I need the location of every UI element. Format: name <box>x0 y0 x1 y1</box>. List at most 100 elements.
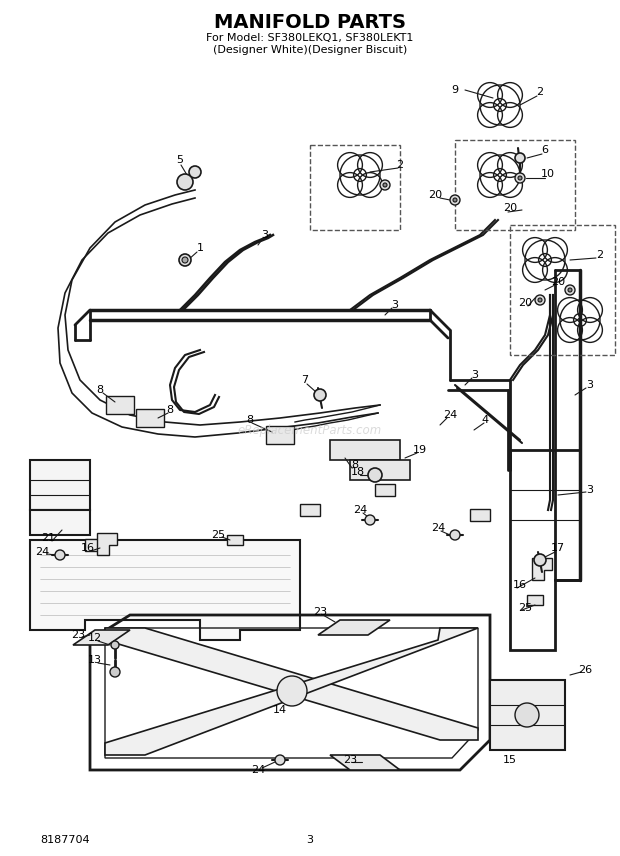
Circle shape <box>518 176 522 180</box>
Text: 15: 15 <box>503 755 517 765</box>
Text: 3: 3 <box>391 300 399 310</box>
Text: 25: 25 <box>518 603 532 613</box>
Text: 2: 2 <box>596 250 603 260</box>
Text: 3: 3 <box>306 835 314 845</box>
Text: MANIFOLD PARTS: MANIFOLD PARTS <box>214 13 406 32</box>
Circle shape <box>277 676 307 706</box>
Circle shape <box>177 174 193 190</box>
Circle shape <box>314 389 326 401</box>
Polygon shape <box>97 533 117 555</box>
Text: 18: 18 <box>351 467 365 477</box>
Text: 24: 24 <box>251 765 265 775</box>
Circle shape <box>568 288 572 292</box>
Circle shape <box>515 153 525 163</box>
Polygon shape <box>318 620 390 635</box>
Circle shape <box>515 173 525 183</box>
Polygon shape <box>30 510 90 535</box>
Text: 7: 7 <box>301 375 309 385</box>
Text: 19: 19 <box>413 445 427 455</box>
Text: 26: 26 <box>578 665 592 675</box>
Text: 20: 20 <box>503 203 517 213</box>
Polygon shape <box>30 540 300 640</box>
Circle shape <box>450 530 460 540</box>
Polygon shape <box>105 628 478 755</box>
Text: 8: 8 <box>97 385 104 395</box>
Text: 3: 3 <box>587 380 593 390</box>
Polygon shape <box>85 539 105 551</box>
Polygon shape <box>532 558 552 580</box>
Text: 16: 16 <box>513 580 527 590</box>
Bar <box>310 145 400 230</box>
Circle shape <box>365 515 375 525</box>
Circle shape <box>538 298 542 302</box>
Circle shape <box>565 285 575 295</box>
Circle shape <box>110 667 120 677</box>
Text: 20: 20 <box>428 190 442 200</box>
Polygon shape <box>330 755 400 770</box>
Text: 9: 9 <box>451 85 459 95</box>
Text: 21: 21 <box>41 533 55 543</box>
Text: 8: 8 <box>246 415 254 425</box>
Circle shape <box>515 703 539 727</box>
Circle shape <box>535 295 545 305</box>
Text: 4: 4 <box>482 415 489 425</box>
Polygon shape <box>330 440 400 460</box>
Text: 8: 8 <box>352 460 358 470</box>
Polygon shape <box>266 426 294 444</box>
Circle shape <box>453 198 457 202</box>
Circle shape <box>55 550 65 560</box>
Polygon shape <box>375 484 395 496</box>
Text: 3: 3 <box>471 370 479 380</box>
Text: 6: 6 <box>541 145 549 155</box>
Text: eReplacementParts.com: eReplacementParts.com <box>238 424 382 437</box>
Polygon shape <box>300 504 320 516</box>
Text: For Model: SF380LEKQ1, SF380LEKT1: For Model: SF380LEKQ1, SF380LEKT1 <box>206 33 414 43</box>
Circle shape <box>275 755 285 765</box>
Text: 23: 23 <box>71 630 85 640</box>
Text: 24: 24 <box>35 547 49 557</box>
Text: 14: 14 <box>273 705 287 715</box>
Text: 10: 10 <box>541 169 555 179</box>
Circle shape <box>450 195 460 205</box>
Text: 20: 20 <box>518 298 532 308</box>
Circle shape <box>111 641 119 649</box>
Text: 25: 25 <box>211 530 225 540</box>
Circle shape <box>368 468 382 482</box>
Text: 20: 20 <box>551 277 565 287</box>
Text: 2: 2 <box>536 87 544 97</box>
Text: 13: 13 <box>88 655 102 665</box>
Text: 8187704: 8187704 <box>40 835 90 845</box>
Text: 8: 8 <box>166 405 174 415</box>
Text: 2: 2 <box>396 160 404 170</box>
Polygon shape <box>490 680 565 750</box>
Circle shape <box>179 254 191 266</box>
Polygon shape <box>30 460 90 510</box>
Text: 23: 23 <box>343 755 357 765</box>
Text: 3: 3 <box>262 230 268 240</box>
Circle shape <box>534 554 546 566</box>
Text: 24: 24 <box>353 505 367 515</box>
Bar <box>510 225 615 355</box>
Text: 3: 3 <box>587 485 593 495</box>
Polygon shape <box>105 628 478 740</box>
Text: 1: 1 <box>197 243 203 253</box>
Text: (Designer White)(Designer Biscuit): (Designer White)(Designer Biscuit) <box>213 45 407 55</box>
Circle shape <box>383 183 387 187</box>
Bar <box>455 140 575 230</box>
Text: 5: 5 <box>177 155 184 165</box>
Text: 12: 12 <box>88 633 102 643</box>
Text: 17: 17 <box>551 543 565 553</box>
Text: 24: 24 <box>431 523 445 533</box>
Text: 24: 24 <box>443 410 457 420</box>
Polygon shape <box>527 595 543 605</box>
Text: 23: 23 <box>313 607 327 617</box>
Polygon shape <box>470 509 490 521</box>
Circle shape <box>182 257 188 263</box>
Polygon shape <box>73 630 130 645</box>
Polygon shape <box>136 409 164 427</box>
Circle shape <box>380 180 390 190</box>
Circle shape <box>189 166 201 178</box>
Polygon shape <box>227 535 243 545</box>
Polygon shape <box>106 396 134 414</box>
Polygon shape <box>350 460 410 480</box>
